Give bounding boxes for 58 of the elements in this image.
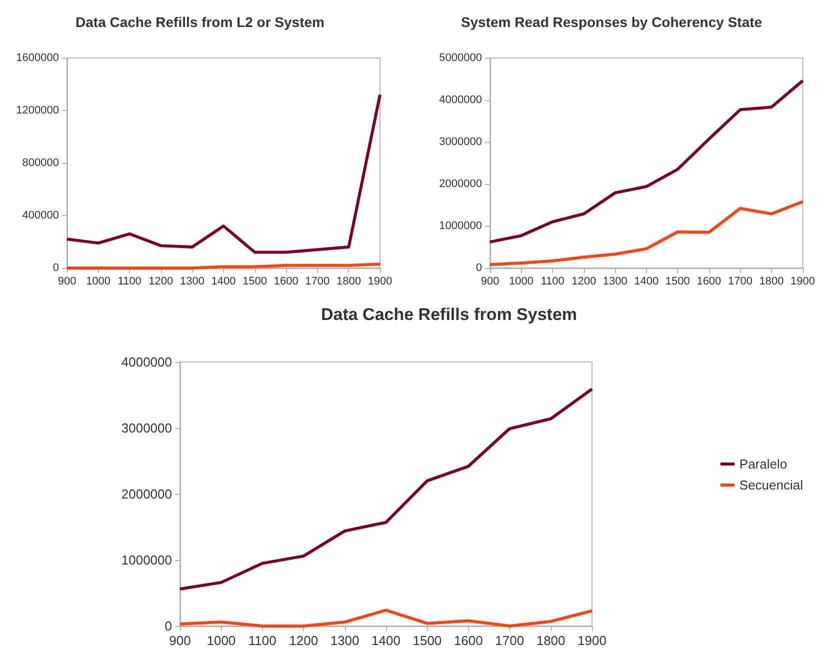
x-tick-label: 1000 [509,276,534,288]
x-tick-label: 1700 [305,276,330,288]
y-tick-label: 4000000 [439,94,482,106]
x-tick-label: 1100 [118,276,142,288]
x-tick-label: 1000 [86,276,111,288]
x-tick-label: 1600 [274,276,298,288]
line-series [66,93,382,254]
x-tick-label: 1500 [412,633,442,648]
x-tick-label: 1200 [148,276,174,288]
y-tick-label: 1200000 [16,104,59,116]
y-tick-label: 3000000 [121,420,172,436]
y-tick-label: 800000 [22,157,59,169]
y-tick-label: 2000000 [121,486,172,502]
x-tick-label: 1900 [578,633,606,648]
y-tick-label: 4000000 [121,354,172,370]
x-tick-label: 1800 [759,276,784,288]
x-tick-label: 1900 [368,276,392,288]
x-tick-label: 1000 [206,633,236,648]
x-tick-label: 1500 [242,276,268,288]
chart-title: Data Cache Refills from L2 or System [76,14,324,30]
line-series [488,79,804,244]
x-tick-label: 1700 [495,633,524,648]
x-tick-label: 1500 [665,276,690,288]
chart-title: Data Cache Refills from System [320,305,578,324]
line-series [488,200,804,266]
x-tick-label: 1300 [180,276,204,288]
line-series [178,388,594,591]
y-tick-label: 0 [52,262,59,274]
legend-label: Secuencial [739,478,804,492]
x-tick-label: 1200 [289,633,318,648]
x-tick-label: 1300 [330,633,360,648]
y-tick-label: 0 [164,618,172,634]
x-tick-label: 1600 [696,276,722,288]
y-tick-label: 5000000 [439,52,482,64]
y-tick-label: 1000000 [121,552,172,568]
x-tick-label: 1200 [572,276,596,288]
x-tick-label: 900 [58,276,76,288]
x-tick-label: 1100 [248,633,276,648]
x-tick-label: 1800 [536,633,566,648]
x-tick-label: 1400 [372,633,400,648]
x-tick-label: 1800 [336,276,361,288]
x-tick-label: 900 [480,276,500,288]
x-tick-label: 1300 [602,276,628,288]
y-tick-label: 400000 [22,210,59,222]
legend-label: Paralelo [739,456,788,472]
x-tick-label: 1900 [790,276,816,288]
y-tick-label: 2000000 [439,178,482,190]
x-tick-label: 1400 [634,276,659,288]
x-tick-label: 1600 [454,633,483,648]
y-tick-label: 0 [476,262,482,274]
x-tick-label: 1100 [540,276,564,288]
chart-title: System Read Responses by Coherency State [460,14,762,30]
x-tick-label: 1700 [728,276,752,288]
y-tick-label: 1600000 [16,52,59,64]
y-tick-label: 1000000 [439,220,482,232]
x-tick-label: 900 [169,633,191,648]
x-tick-label: 1400 [211,276,236,288]
y-tick-label: 3000000 [439,136,482,148]
